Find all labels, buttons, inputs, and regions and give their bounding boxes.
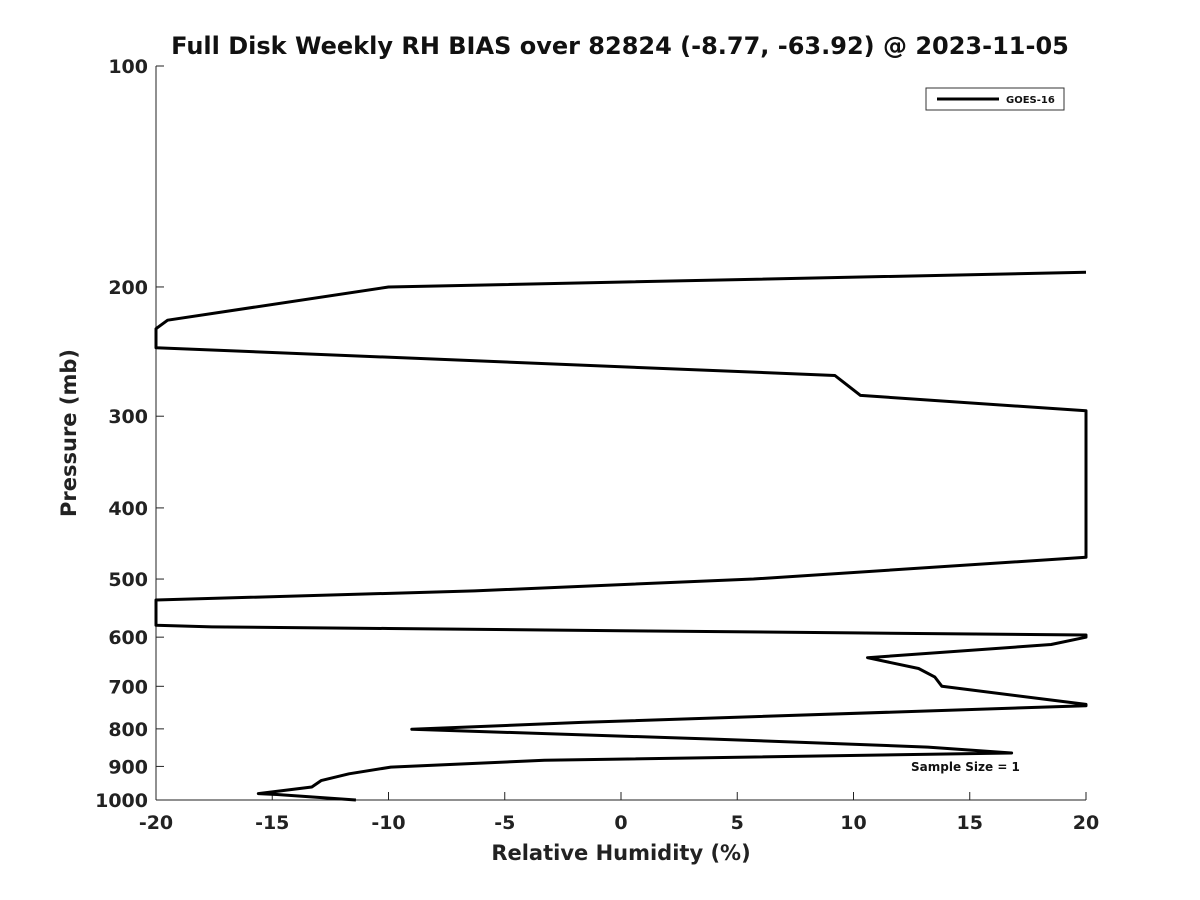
x-tick-label: -10	[371, 812, 405, 834]
plot-area	[155, 66, 1086, 801]
y-tick-label: 1000	[95, 790, 148, 812]
x-tick-label: 0	[614, 812, 627, 834]
x-tick-label: 20	[1073, 812, 1099, 834]
x-tick-label: -20	[139, 812, 173, 834]
series-layer	[154, 270, 1088, 802]
x-axis-label: Relative Humidity (%)	[491, 841, 750, 865]
y-axis-ticks: 100 200 300 400 500 600 700 800 900 1000	[95, 56, 164, 812]
legend-label-goes-16: GOES-16	[1006, 95, 1055, 106]
y-tick-label: 500	[108, 569, 148, 591]
x-tick-label: 15	[957, 812, 983, 834]
y-tick-label: 700	[108, 676, 148, 698]
x-axis-ticks: -20 -15 -10 -5 0 5 10 15 20	[139, 792, 1099, 834]
y-axis-label: Pressure (mb)	[57, 349, 81, 517]
y-tick-label: 400	[108, 498, 148, 520]
series-line-goes-16	[154, 270, 1088, 802]
chart-title: Full Disk Weekly RH BIAS over 82824 (-8.…	[171, 32, 1069, 60]
x-tick-label: -15	[255, 812, 289, 834]
x-tick-label: 10	[840, 812, 866, 834]
y-tick-label: 800	[108, 719, 148, 741]
y-tick-label: 200	[108, 277, 148, 299]
y-tick-label: 600	[108, 627, 148, 649]
sample-size-annotation: Sample Size = 1	[911, 760, 1020, 774]
y-tick-label: 300	[108, 406, 148, 428]
x-tick-label: 5	[731, 812, 744, 834]
y-tick-label: 100	[108, 56, 148, 78]
legend: GOES-16	[925, 87, 1065, 111]
y-tick-label: 900	[108, 756, 148, 778]
x-tick-label: -5	[494, 812, 515, 834]
